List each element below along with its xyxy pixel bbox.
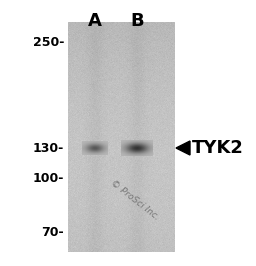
Text: 70-: 70- [41,226,64,239]
Text: TYK2: TYK2 [192,139,244,157]
Text: B: B [130,12,144,30]
Polygon shape [176,141,190,155]
Text: A: A [88,12,102,30]
Text: 130-: 130- [33,142,64,155]
Text: 100-: 100- [33,172,64,185]
Text: © ProSci Inc.: © ProSci Inc. [109,178,161,222]
Text: 250-: 250- [33,35,64,48]
